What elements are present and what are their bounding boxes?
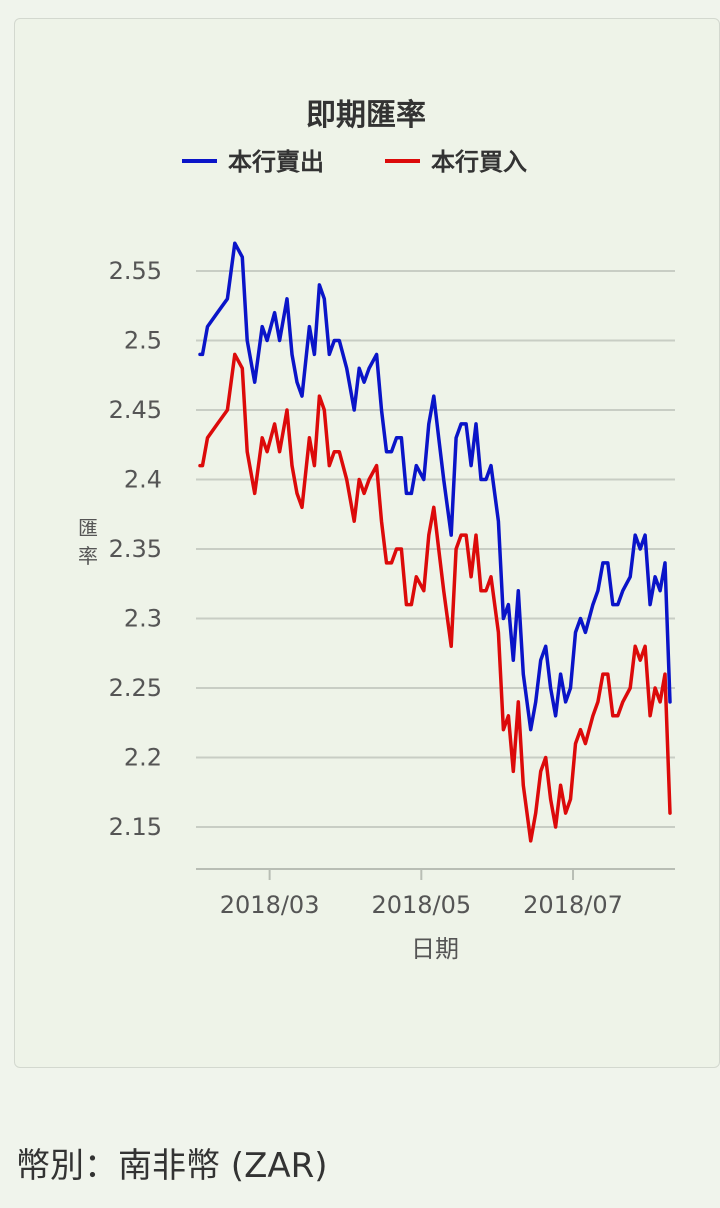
- legend-label: 本行買入: [431, 148, 527, 176]
- chart-legend: 本行賣出 本行買入: [182, 148, 527, 176]
- y-tick-label: 2.15: [109, 813, 162, 841]
- y-tick-label: 2.35: [109, 535, 162, 563]
- y-tick-label: 2.25: [109, 674, 162, 702]
- x-axis: 2018/03 2018/05 2018/07: [196, 868, 675, 919]
- currency-label: 幣別：南非幣 (ZAR): [16, 1146, 328, 1186]
- y-tick-label: 2.45: [109, 396, 162, 424]
- y-tick-label: 2.55: [109, 257, 162, 285]
- y-tick-label: 2.3: [124, 605, 162, 633]
- x-tick-label: 2018/07: [523, 891, 623, 919]
- grid-lines: [196, 270, 675, 828]
- y-tick-label: 2.4: [124, 466, 162, 494]
- exchange-rate-chart: 即期匯率 本行賣出 本行買入 2.552.52.452.42.352.32.252…: [78, 98, 675, 963]
- x-tick-label: 2018/05: [371, 891, 471, 919]
- y-axis-ticks: 2.55 2.5 2.45 2.4 2.35 2.3 2.25 2.2 2.15: [109, 257, 162, 841]
- y-tick-label: 2.5: [124, 327, 162, 355]
- x-tick-label: 2018/03: [220, 891, 320, 919]
- y-tick-label: 2.2: [124, 744, 162, 772]
- legend-label: 本行賣出: [228, 148, 324, 176]
- y-axis-label: 匯率: [78, 516, 98, 568]
- series-lines: [198, 241, 672, 843]
- chart-card: [14, 18, 720, 1068]
- x-axis-label: 日期: [411, 935, 459, 963]
- series-line-2: [198, 352, 672, 843]
- chart-title: 即期匯率: [306, 98, 426, 133]
- series-line-1: [198, 241, 672, 732]
